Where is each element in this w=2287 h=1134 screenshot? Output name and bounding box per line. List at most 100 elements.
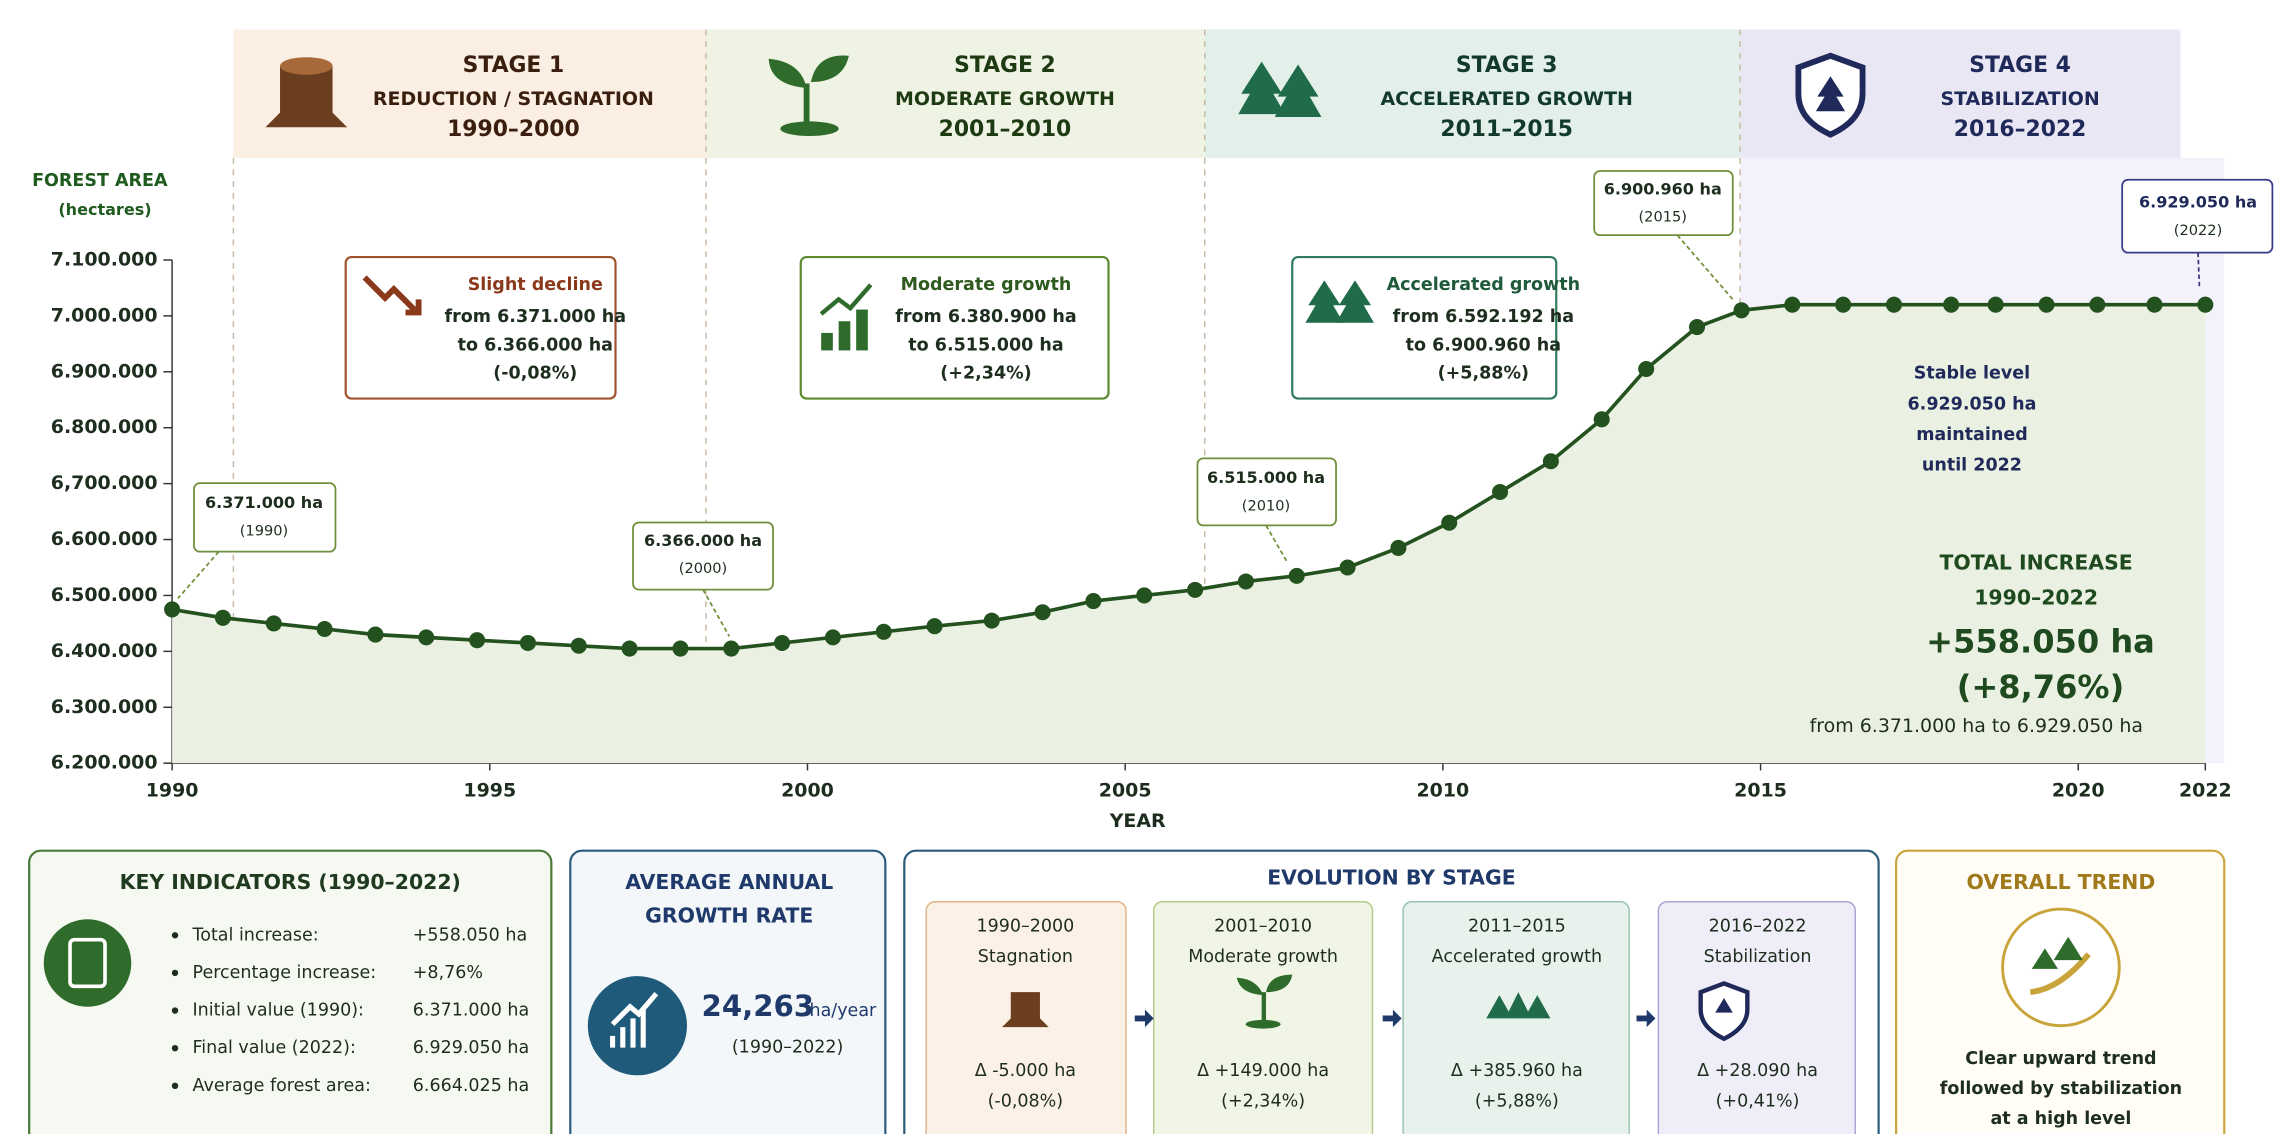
- trend-line: at a high level: [1990, 1109, 2131, 1129]
- y-tick-label: 6.200.000: [51, 752, 158, 774]
- x-tick-label: 2000: [781, 779, 834, 801]
- indicator-label: Average forest area:: [193, 1076, 371, 1096]
- point: [984, 613, 1000, 629]
- note-line: to 6.900.960 ha: [1406, 335, 1561, 355]
- page: Forest area 1990–2022 {"chart_data":{"ty…: [0, 0, 2287, 1134]
- stage-title: STAGE 1: [463, 53, 565, 78]
- indicator-value: +558.050 ha: [413, 925, 527, 945]
- point-label-value: 6.515.000 ha: [1207, 468, 1325, 487]
- stage-title: STAGE 3: [1456, 53, 1558, 78]
- point: [418, 629, 434, 645]
- note-line: to 6.515.000 ha: [908, 335, 1063, 355]
- y-tick-label: 6,700.000: [51, 472, 158, 494]
- evolution-name: Moderate growth: [1188, 947, 1338, 967]
- trend-line: Clear upward trend: [1965, 1049, 2156, 1069]
- point: [1733, 302, 1749, 318]
- indicator-value: 6.664.025 ha: [413, 1076, 529, 1096]
- note-line: (+2,34%): [940, 364, 1031, 384]
- note-line: (-0,08%): [493, 364, 577, 384]
- note-line: from 6.592.192 ha: [1393, 307, 1575, 327]
- point: [1289, 568, 1305, 584]
- point: [520, 635, 536, 651]
- evolution-period: 2001–2010: [1214, 917, 1312, 937]
- stage-name: REDUCTION / STAGNATION: [373, 88, 654, 110]
- stage-period: 2011–2015: [1440, 117, 1573, 142]
- point-label-year: (2010): [1242, 497, 1290, 514]
- stable-line: maintained: [1916, 425, 2028, 445]
- total-period: 1990–2022: [1974, 585, 2098, 609]
- stable-line: until 2022: [1922, 456, 2022, 476]
- y-tick-label: 6.600.000: [51, 528, 158, 550]
- y-tick-label: 6.300.000: [51, 696, 158, 718]
- stage-name: ACCELERATED GROWTH: [1380, 88, 1632, 110]
- note-title: Moderate growth: [901, 275, 1072, 295]
- point: [1441, 515, 1457, 531]
- point-label-value: 6.366.000 ha: [644, 531, 762, 550]
- point-label-year: (2000): [679, 560, 727, 577]
- point-label-year: (2015): [1639, 209, 1687, 226]
- shield-icon: [1798, 56, 1862, 135]
- stable-line: 6.929.050 ha: [1908, 394, 2037, 414]
- trend-line: followed by stabilization: [1940, 1079, 2182, 1099]
- x-tick-label: 2010: [1416, 779, 1469, 801]
- point: [672, 641, 688, 657]
- stage-title: STAGE 4: [1969, 53, 2071, 78]
- stage-period: 2001–2010: [939, 117, 1072, 142]
- point: [1390, 540, 1406, 556]
- x-tick-label: 1990: [146, 779, 199, 801]
- point: [571, 638, 587, 654]
- point: [1784, 297, 1800, 313]
- y-tick-label: 7.100.000: [51, 248, 158, 270]
- point-label-value: 6.929.050 ha: [2139, 193, 2257, 212]
- point: [1594, 411, 1610, 427]
- indicator-value: +8,76%: [413, 963, 483, 983]
- point: [1187, 582, 1203, 598]
- indicator-label: Percentage increase:: [193, 963, 377, 983]
- point: [1035, 604, 1051, 620]
- point: [1238, 573, 1254, 589]
- stable-line: Stable level: [1914, 364, 2030, 384]
- point: [1638, 361, 1654, 377]
- stage-period: 2016–2022: [1954, 117, 2087, 142]
- indicator-label: Final value (2022):: [193, 1038, 356, 1058]
- evolution-name: Accelerated growth: [1432, 947, 1602, 967]
- note-title: Accelerated growth: [1387, 275, 1581, 295]
- point: [1943, 297, 1959, 313]
- indicator-label: Total increase:: [192, 925, 319, 945]
- point: [1492, 484, 1508, 500]
- total-range: from 6.371.000 ha to 6.929.050 ha: [1810, 715, 2143, 737]
- evolution-period: 2011–2015: [1468, 917, 1566, 937]
- point: [774, 635, 790, 651]
- indicator-value: 6.371.000 ha: [413, 1001, 529, 1021]
- point: [825, 629, 841, 645]
- evolution-pct: (+0,41%): [1716, 1092, 1800, 1112]
- point: [1340, 559, 1356, 575]
- point-label-value: 6.900.960 ha: [1604, 179, 1722, 198]
- point: [2089, 297, 2105, 313]
- y-tick-label: 6.900.000: [51, 360, 158, 382]
- point: [215, 610, 231, 626]
- note-line: (+5,88%): [1438, 364, 1529, 384]
- point: [1136, 587, 1152, 603]
- point: [317, 621, 333, 637]
- point: [266, 615, 282, 631]
- panel-title: AVERAGE ANNUAL: [625, 870, 833, 894]
- stage-name: STABILIZATION: [1940, 88, 2099, 110]
- evolution-period: 1990–2000: [976, 917, 1074, 937]
- bullet: [172, 1045, 178, 1051]
- evolution-delta: Δ +28.090 ha: [1697, 1061, 1818, 1081]
- point: [1543, 453, 1559, 469]
- clipboard-icon: [44, 919, 132, 1007]
- trend-icon: [2003, 909, 2120, 1026]
- total-pct: (+8,76%): [1957, 668, 2125, 706]
- y-axis-unit: (hectares): [58, 200, 151, 219]
- point: [876, 624, 892, 640]
- x-tick-label: 2020: [2052, 779, 2105, 801]
- evolution-delta: Δ +149.000 ha: [1197, 1061, 1329, 1081]
- point-label-value: 6.371.000 ha: [205, 493, 323, 512]
- bullet: [172, 970, 178, 976]
- point: [2197, 297, 2213, 313]
- point: [1886, 297, 1902, 313]
- stage-name: MODERATE GROWTH: [895, 88, 1115, 110]
- point: [2038, 297, 2054, 313]
